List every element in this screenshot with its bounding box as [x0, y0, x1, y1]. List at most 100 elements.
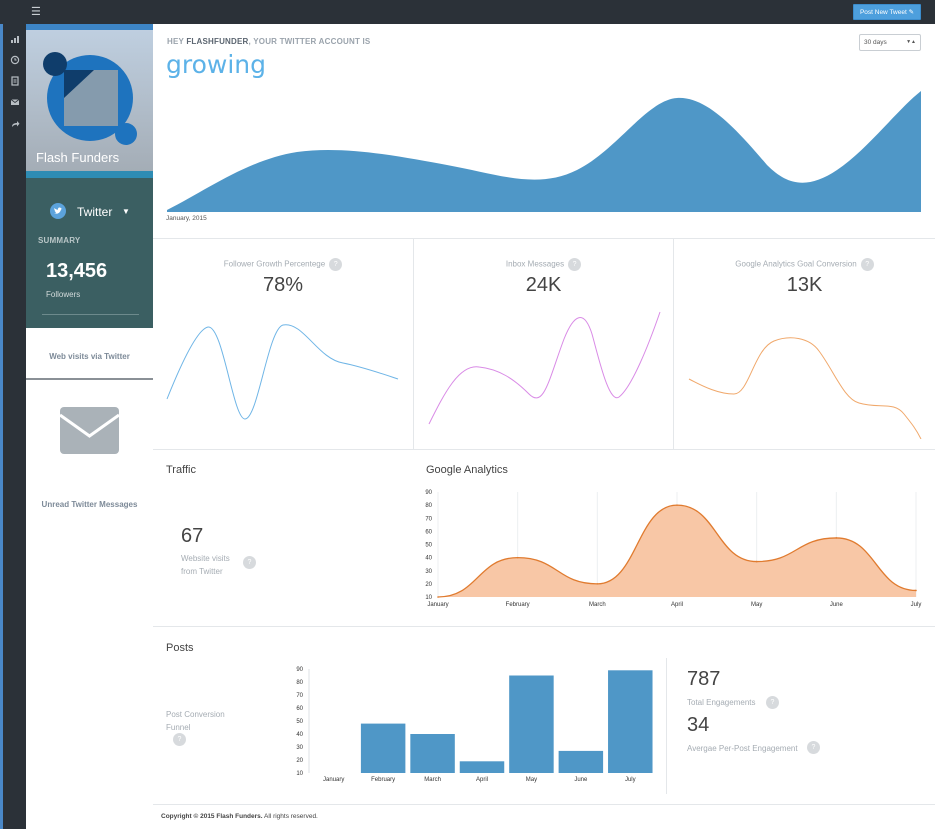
help-icon[interactable]: ? — [860, 258, 874, 271]
y-tick-label: 10 — [296, 771, 303, 777]
bar — [410, 734, 455, 773]
help-icon[interactable]: ? — [173, 733, 186, 746]
y-tick-label: 80 — [296, 680, 303, 686]
username: FLASHFUNDER — [186, 37, 249, 46]
data-point — [437, 596, 439, 598]
web-visits-section: Web visits via Twitter — [26, 328, 153, 380]
flash-funders-logo — [43, 52, 137, 145]
y-tick-label: 90 — [296, 667, 303, 673]
date-range-select[interactable]: 30 days ▼▲ — [859, 34, 921, 51]
footer-divider — [153, 804, 935, 805]
y-tick-label: 50 — [425, 543, 432, 549]
hamburger-icon[interactable]: ☰ — [31, 6, 41, 18]
x-tick-label: May — [526, 777, 537, 783]
x-tick-label: July — [625, 777, 636, 783]
account-panel: Twitter ▼ SUMMARY 13,456 Followers — [26, 171, 153, 328]
stat-value: 24K — [525, 274, 562, 296]
divider — [666, 658, 667, 794]
y-tick-label: 80 — [425, 503, 432, 509]
stat-card-follower-growth: Follower Growth Percentege? 78% — [153, 239, 413, 450]
data-point — [516, 556, 519, 559]
hero-area — [167, 91, 921, 212]
traffic-title: Traffic — [166, 464, 196, 476]
followers-count: 13,456 — [46, 260, 108, 282]
traffic-value: 67 — [181, 525, 204, 547]
divider — [42, 314, 139, 315]
y-tick-label: 30 — [425, 569, 432, 575]
stat-card-goal-conversion: Google Analytics Goal Conversion? 13K — [674, 239, 935, 450]
y-tick-label: 20 — [425, 582, 432, 588]
help-icon[interactable]: ? — [243, 556, 256, 569]
help-icon[interactable]: ? — [766, 696, 779, 709]
inbox-sparkline — [428, 311, 661, 425]
posts-title: Posts — [166, 642, 194, 654]
y-tick-label: 10 — [425, 595, 432, 601]
google-analytics-chart: 10 20 30 40 50 60 70 80 90 January February March Ap… — [425, 490, 922, 608]
bar — [509, 675, 554, 773]
x-tick-label: May — [751, 602, 762, 608]
share-icon[interactable] — [8, 119, 22, 133]
x-tick-label: February — [371, 777, 395, 783]
x-tick-label: March — [424, 777, 441, 783]
posts-bar-chart: 10 20 30 40 50 60 70 80 90 January February March Ap… — [296, 667, 653, 783]
chevron-down-icon[interactable]: ▼ — [122, 207, 130, 216]
profile-card: Flash Funders — [26, 24, 153, 171]
x-tick-label: April — [671, 602, 683, 608]
rights-text: All rights reserved. — [262, 813, 318, 820]
x-tick-label: April — [476, 777, 488, 783]
bar — [608, 670, 653, 773]
web-visits-label: Web visits via Twitter — [49, 352, 130, 361]
stat-value: 78% — [262, 274, 304, 296]
icon-rail — [0, 24, 26, 829]
data-point — [755, 560, 758, 563]
per-post-engagement-label: Avergae Per-Post Engagement — [687, 744, 798, 753]
per-post-engagement-value: 34 — [687, 714, 710, 736]
goal-conversion-sparkline — [688, 337, 922, 439]
data-point — [915, 589, 917, 592]
summary-label: SUMMARY — [38, 236, 81, 245]
area-fill — [438, 505, 916, 597]
mail-icon[interactable] — [8, 97, 22, 111]
followers-label: Followers — [46, 290, 81, 299]
y-tick-label: 20 — [296, 758, 303, 764]
x-tick-label: January — [323, 777, 344, 783]
x-tick-label: March — [589, 602, 606, 608]
data-point — [596, 583, 599, 585]
top-bar: ☰ Post New Tweet ✎ — [0, 0, 935, 24]
hero-x-label: January, 2015 — [166, 215, 207, 222]
bar — [360, 723, 406, 773]
bar-chart-icon[interactable] — [8, 34, 22, 48]
profile-name: Flash Funders — [36, 150, 120, 165]
unread-messages-label: Unread Twitter Messages — [41, 500, 138, 509]
help-icon[interactable]: ? — [568, 258, 582, 271]
total-engagements-value: 787 — [687, 668, 721, 690]
footer: Copyright © 2015 Flash Funders. All righ… — [161, 813, 318, 820]
y-tick-label: 70 — [296, 693, 303, 699]
twitter-icon — [50, 203, 66, 219]
stat-value: 13K — [786, 274, 823, 296]
x-tick-label: June — [830, 602, 844, 608]
x-tick-label: February — [506, 602, 530, 608]
stats-row: Follower Growth Percentege? 78% Inbox Me… — [153, 238, 935, 450]
post-new-tweet-button[interactable]: Post New Tweet ✎ — [853, 4, 921, 20]
total-engagements-label: Total Engagements — [687, 698, 756, 707]
y-tick-label: 60 — [425, 529, 432, 535]
greeting: HEY FLASHFUNDER, YOUR TWITTER ACCOUNT IS — [167, 37, 371, 46]
clock-icon[interactable] — [8, 55, 22, 69]
x-tick-label: July — [911, 602, 922, 608]
bar — [459, 761, 505, 773]
follower-growth-sparkline — [166, 324, 399, 420]
bar — [558, 750, 604, 773]
account-status: growing — [166, 50, 266, 79]
help-icon[interactable]: ? — [329, 258, 343, 271]
network-name[interactable]: Twitter — [77, 205, 113, 219]
x-tick-label: June — [574, 777, 588, 783]
funnel-label: Post Conversion Funnel — [166, 710, 225, 732]
y-tick-label: 40 — [296, 732, 303, 738]
help-icon[interactable]: ? — [807, 741, 820, 754]
data-point — [676, 504, 678, 506]
y-tick-label: 40 — [425, 556, 432, 562]
chevron-down-icon: ▼▲ — [906, 39, 916, 45]
document-icon[interactable] — [8, 76, 22, 90]
envelope-icon — [60, 407, 119, 454]
